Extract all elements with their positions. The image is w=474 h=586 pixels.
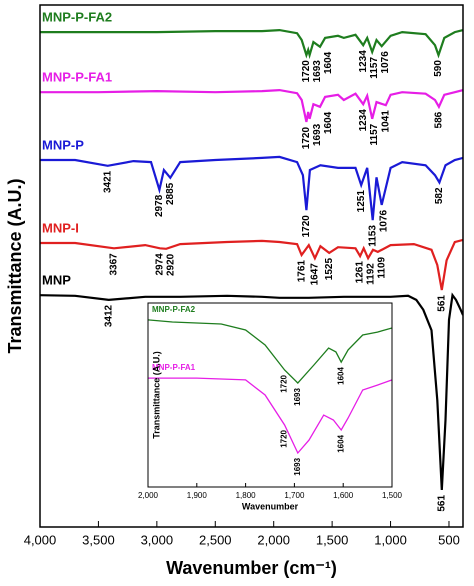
series-label: MNP-P bbox=[42, 137, 84, 152]
peak-label: 2885 bbox=[165, 182, 176, 205]
x-tick-label: 1,000 bbox=[374, 532, 407, 547]
peak-label: 561 bbox=[436, 295, 447, 312]
series-label: MNP-P-FA2 bbox=[42, 10, 112, 25]
peak-label: 1604 bbox=[336, 367, 345, 385]
spectrum-line bbox=[40, 28, 463, 60]
x-tick-label: 2,500 bbox=[199, 532, 232, 547]
peak-label: 2974 bbox=[155, 253, 166, 276]
x-axis-label: Wavenumber bbox=[242, 501, 299, 511]
peak-label: 3412 bbox=[103, 304, 114, 327]
peak-label: 1076 bbox=[378, 209, 389, 232]
peak-label: 1076 bbox=[380, 51, 391, 74]
peak-label: 590 bbox=[433, 60, 444, 77]
peak-label: 1041 bbox=[380, 110, 391, 133]
x-tick-label: 1,700 bbox=[284, 491, 305, 500]
peak-label: 1720 bbox=[301, 215, 312, 238]
spectrum-line bbox=[148, 319, 392, 384]
peak-label: 1693 bbox=[293, 387, 302, 405]
series-label: MNP-P-FA1 bbox=[152, 363, 196, 372]
spectrum-line bbox=[40, 155, 463, 221]
peak-label: 1604 bbox=[323, 111, 334, 134]
peak-label: 1693 bbox=[312, 123, 323, 146]
peak-label: 1192 bbox=[366, 263, 377, 285]
peak-label: 1525 bbox=[324, 258, 335, 281]
peak-label: 1157 bbox=[369, 123, 380, 145]
plot-area bbox=[148, 303, 392, 487]
peak-label: 1251 bbox=[356, 190, 367, 213]
peak-label: 586 bbox=[434, 111, 445, 128]
plot-frame bbox=[147, 302, 393, 488]
series-label: MNP-P-FA1 bbox=[42, 70, 112, 85]
peak-label: 1720 bbox=[280, 374, 289, 392]
peak-label: 1761 bbox=[296, 260, 307, 283]
peak-label: 1693 bbox=[293, 457, 302, 475]
peak-label: 2978 bbox=[154, 194, 165, 217]
peak-label: 1604 bbox=[323, 51, 334, 74]
x-tick-label: 1,500 bbox=[316, 532, 349, 547]
peak-label: 1109 bbox=[377, 256, 388, 278]
peak-label: 1720 bbox=[301, 60, 312, 83]
x-tick-label: 1,900 bbox=[187, 491, 208, 500]
x-tick-label: 3,500 bbox=[82, 532, 115, 547]
spectrum-line bbox=[148, 377, 392, 455]
peak-label: 1261 bbox=[355, 261, 366, 284]
y-axis-label: Transmittance (A.U.) bbox=[5, 178, 25, 353]
peak-label: 582 bbox=[434, 187, 445, 204]
peak-label: 1720 bbox=[301, 126, 312, 149]
x-tick-label: 500 bbox=[438, 532, 460, 547]
spectrum-line bbox=[40, 88, 463, 123]
peak-label: 1153 bbox=[367, 225, 378, 247]
series-label: MNP-P-FA2 bbox=[152, 305, 196, 314]
series-label: MNP-I bbox=[42, 220, 79, 235]
x-tick-label: 2,000 bbox=[257, 532, 290, 547]
peak-label: 3367 bbox=[109, 253, 120, 276]
x-tick-label: 4,000 bbox=[24, 532, 57, 547]
x-axis-label: Wavenumber (cm⁻¹) bbox=[166, 558, 337, 578]
spectrum-line bbox=[40, 238, 463, 291]
y-axis-label: Transmittance (A.U.) bbox=[151, 351, 161, 439]
x-tick-label: 3,000 bbox=[141, 532, 174, 547]
peak-label: 1157 bbox=[369, 57, 380, 79]
x-tick-label: 1,800 bbox=[236, 491, 257, 500]
peak-label: 1234 bbox=[358, 109, 369, 132]
plot-frame bbox=[39, 4, 464, 528]
peak-label: 1720 bbox=[280, 429, 289, 447]
peak-label: 1647 bbox=[310, 263, 321, 286]
spectrum-line bbox=[40, 292, 463, 490]
peak-label: 1693 bbox=[312, 60, 323, 83]
x-tick-label: 1,600 bbox=[333, 491, 354, 500]
peak-label: 3421 bbox=[102, 170, 113, 193]
peak-label: 561 bbox=[436, 495, 447, 512]
peak-label: 2920 bbox=[166, 253, 177, 276]
x-tick-label: 2,000 bbox=[138, 491, 159, 500]
series-label: MNP bbox=[42, 273, 71, 288]
x-tick-label: 1,500 bbox=[382, 491, 403, 500]
peak-label: 1604 bbox=[336, 434, 345, 452]
peak-label: 1234 bbox=[358, 50, 369, 73]
